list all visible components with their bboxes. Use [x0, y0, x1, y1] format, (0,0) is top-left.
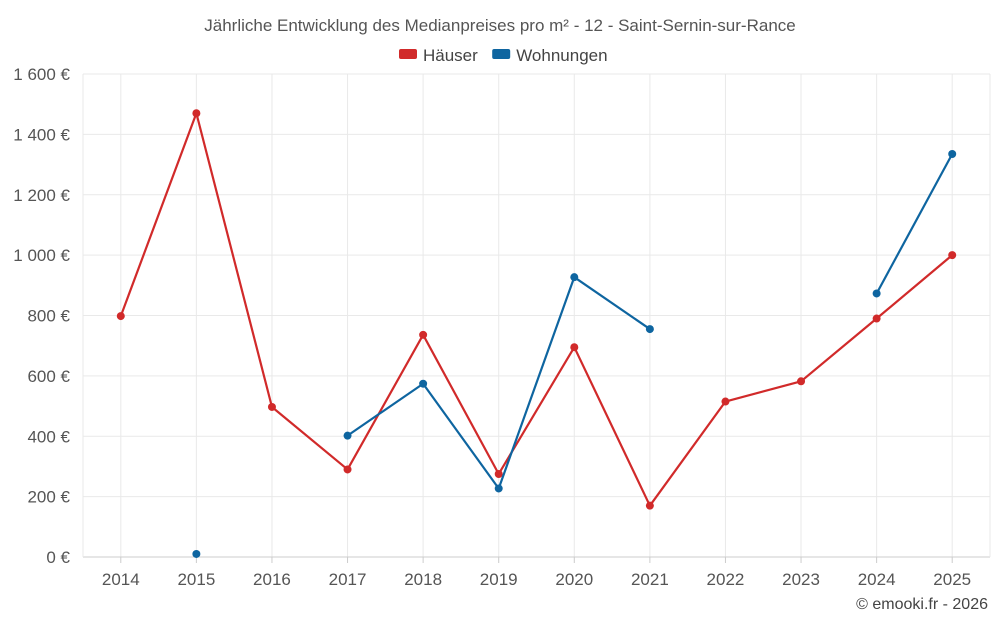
legend-label: Wohnungen — [516, 46, 607, 65]
x-tick-label: 2025 — [933, 570, 971, 589]
data-point[interactable] — [948, 251, 957, 260]
data-point[interactable] — [343, 465, 352, 474]
x-tick-label: 2023 — [782, 570, 820, 589]
x-tick-label: 2019 — [480, 570, 518, 589]
x-tick-label: 2022 — [707, 570, 745, 589]
chart-title: Jährliche Entwicklung des Medianpreises … — [204, 16, 795, 35]
series-line — [119, 112, 953, 507]
data-point[interactable] — [797, 377, 806, 386]
data-point[interactable] — [645, 501, 654, 510]
data-point[interactable] — [116, 312, 125, 321]
data-point[interactable] — [645, 325, 654, 334]
data-point[interactable] — [721, 397, 730, 406]
series-layer — [116, 109, 957, 558]
series-1 — [116, 109, 957, 510]
y-axis: 0 € 200 € 400 € 600 € 800 € 1 000 € 1 200 € 1 4… — [13, 65, 70, 567]
data-point[interactable] — [570, 343, 579, 352]
x-tick-label: 2015 — [177, 570, 215, 589]
data-point[interactable] — [192, 549, 201, 558]
legend-swatch — [399, 49, 417, 59]
x-tick-label: 2018 — [404, 570, 442, 589]
legend: Häuser Wohnungen — [399, 46, 608, 65]
data-point[interactable] — [494, 469, 503, 478]
data-point[interactable] — [872, 289, 881, 298]
y-tick-label: 1 400 € — [13, 125, 70, 144]
data-point[interactable] — [192, 109, 201, 118]
y-tick-label: 1 000 € — [13, 246, 70, 265]
legend-item[interactable]: Wohnungen — [492, 46, 608, 65]
data-point[interactable] — [872, 314, 881, 323]
data-point[interactable] — [267, 402, 276, 411]
x-tick-label: 2021 — [631, 570, 669, 589]
x-tick-label: 2024 — [858, 570, 896, 589]
data-point[interactable] — [419, 379, 428, 388]
legend-item[interactable]: Häuser — [399, 46, 478, 65]
x-tick-label: 2016 — [253, 570, 291, 589]
y-tick-label: 400 € — [27, 427, 70, 446]
series-2 — [192, 149, 957, 558]
data-point[interactable] — [343, 431, 352, 440]
data-point[interactable] — [570, 273, 579, 282]
data-point[interactable] — [948, 149, 957, 158]
credit: © emooki.fr - 2026 — [856, 596, 988, 613]
x-axis: 2014 2015 2016 2017 2018 2019 2020 2021 2022 2023… — [102, 557, 971, 589]
y-tick-label: 200 € — [27, 488, 70, 507]
y-tick-label: 1 200 € — [13, 186, 70, 205]
x-tick-label: 2014 — [102, 570, 140, 589]
y-tick-label: 1 600 € — [13, 65, 70, 84]
data-point[interactable] — [494, 484, 503, 493]
y-tick-label: 800 € — [27, 307, 70, 326]
data-point[interactable] — [419, 330, 428, 339]
y-tick-label: 600 € — [27, 367, 70, 386]
series-line — [875, 153, 954, 294]
grid — [82, 73, 991, 558]
y-tick-label: 0 € — [46, 548, 70, 567]
x-tick-label: 2020 — [555, 570, 593, 589]
x-tick-label: 2017 — [329, 570, 367, 589]
legend-swatch — [492, 49, 511, 59]
legend-label: Häuser — [423, 46, 478, 65]
